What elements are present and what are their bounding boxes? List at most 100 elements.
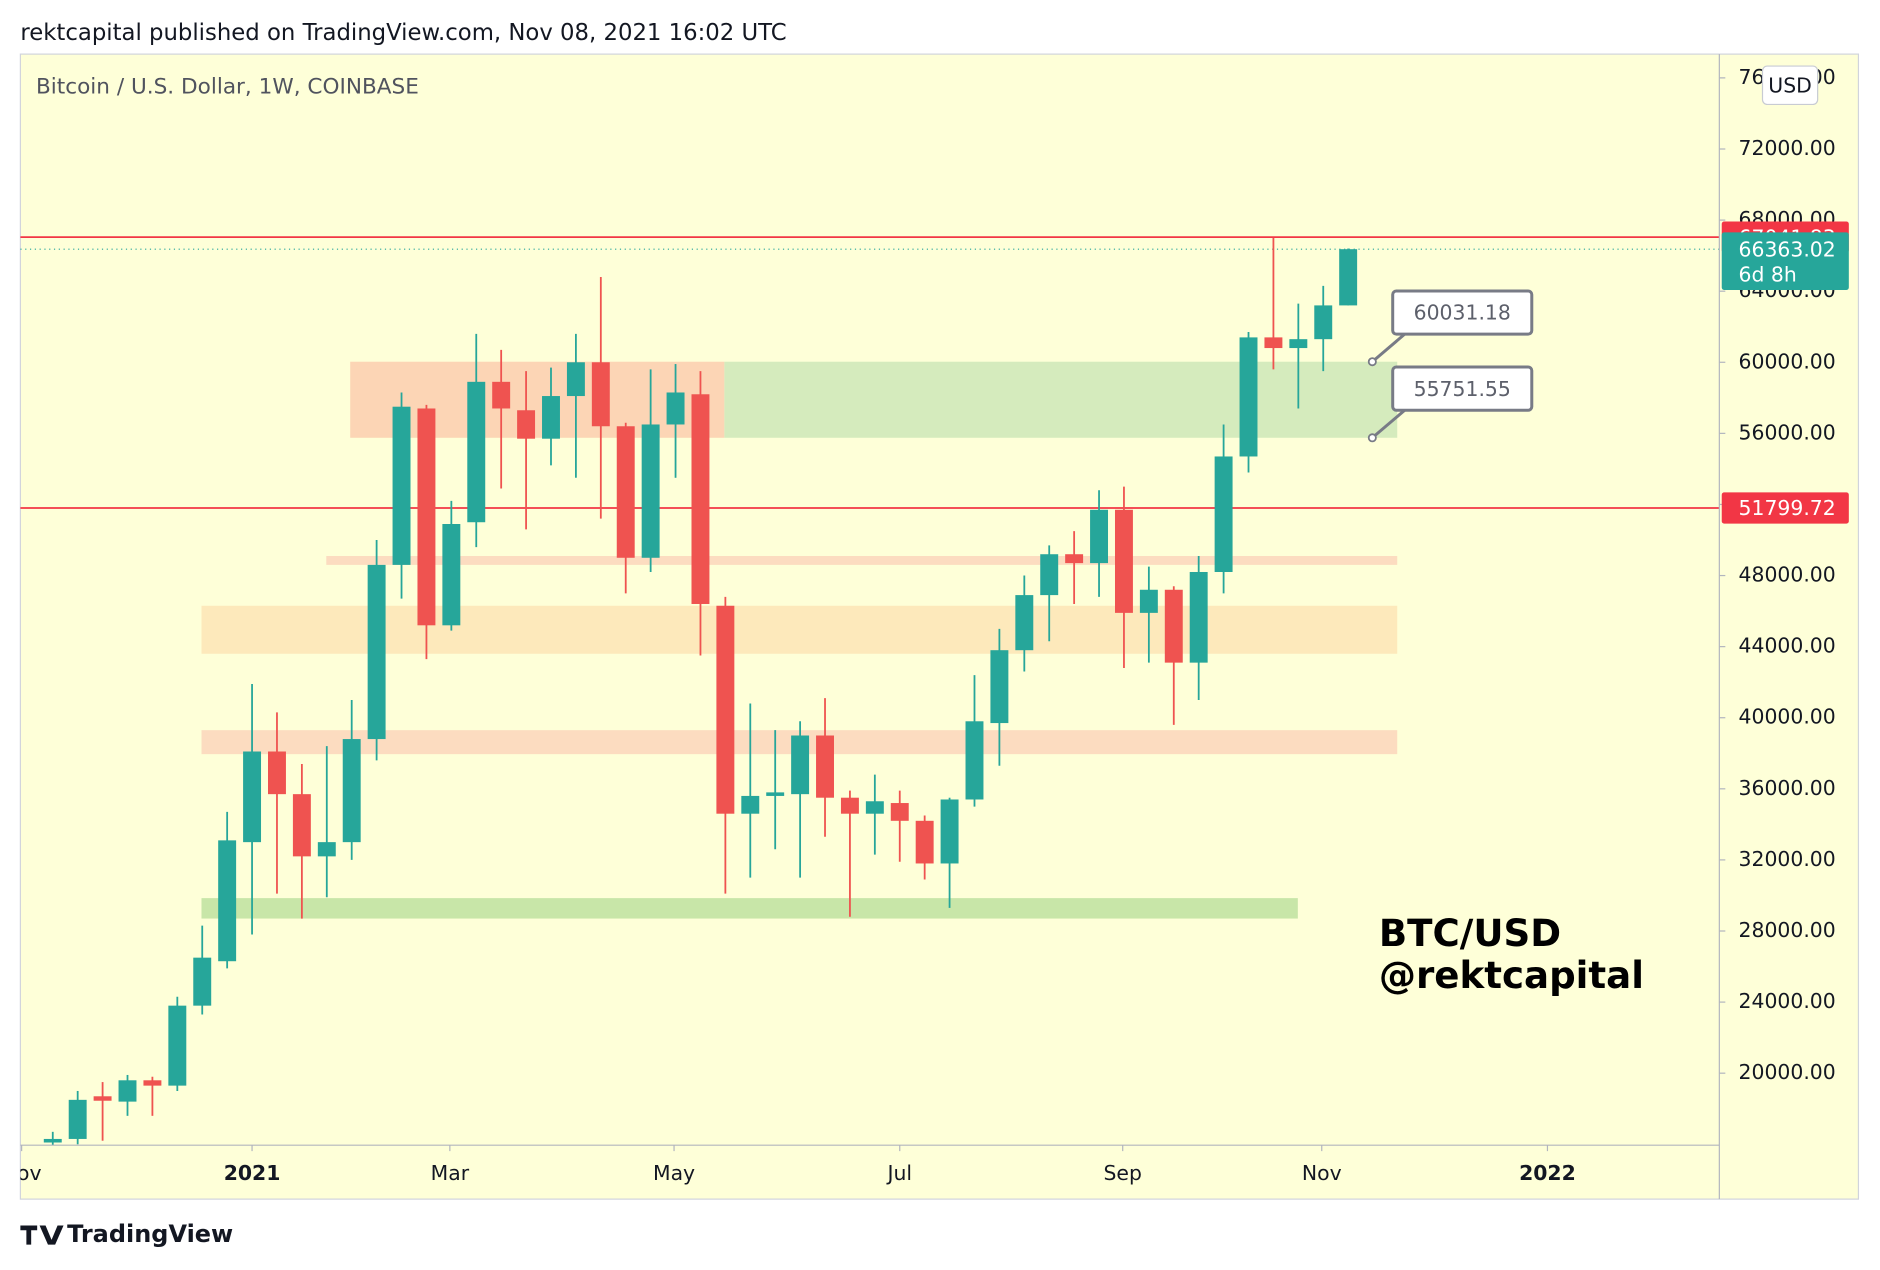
candle-body	[542, 396, 560, 439]
y-tick-label: 28000.00	[1739, 918, 1836, 942]
candle-body	[43, 1138, 62, 1143]
candle-body	[417, 408, 436, 626]
x-tick-label: Mar	[431, 1161, 470, 1185]
candle-body	[1090, 509, 1109, 564]
candle-body	[93, 1096, 112, 1101]
candle	[741, 703, 760, 878]
y-tick-label: 48000.00	[1739, 563, 1836, 587]
candle	[68, 1090, 87, 1145]
candle	[566, 333, 585, 478]
zone	[350, 361, 725, 438]
callout-dot	[1367, 357, 1377, 367]
candle-body	[566, 362, 585, 397]
candle	[118, 1074, 137, 1116]
candle	[467, 333, 486, 548]
footer: TradingView	[67, 1220, 233, 1248]
candle-body	[1040, 554, 1059, 596]
candle-body	[791, 735, 810, 795]
callout-box	[1391, 289, 1534, 336]
candle	[342, 699, 361, 860]
candle	[1040, 545, 1059, 642]
candle	[840, 790, 859, 917]
candle	[143, 1076, 162, 1116]
candle-body	[965, 721, 984, 800]
candle-body	[840, 797, 859, 814]
candle	[890, 790, 909, 862]
y-tick-label: 44000.00	[1739, 634, 1836, 658]
candle-body	[1065, 554, 1084, 564]
candle	[1239, 332, 1258, 473]
candle	[517, 371, 536, 530]
x-tick-label: May	[653, 1161, 695, 1185]
candle-body	[467, 381, 486, 523]
candle-body	[492, 381, 511, 409]
callout-box	[1391, 365, 1534, 412]
candle	[367, 540, 386, 761]
currency-button[interactable]	[1761, 65, 1819, 106]
candle-body	[517, 410, 536, 439]
candle	[816, 698, 834, 837]
callout-dot	[1367, 433, 1377, 443]
candle-body	[118, 1080, 137, 1102]
candle	[641, 369, 660, 572]
candle	[268, 712, 286, 894]
candle	[218, 811, 237, 969]
candle-body	[292, 794, 311, 857]
zone	[201, 898, 1298, 919]
candle-body	[193, 957, 212, 1006]
y-tick-label: 32000.00	[1739, 847, 1836, 871]
candle	[791, 721, 810, 878]
candle-body	[741, 795, 760, 814]
callout-label: 60031.18	[1414, 301, 1511, 325]
y-tick-label: 24000.00	[1739, 989, 1836, 1013]
annotation: BTC/USD	[1379, 912, 1561, 955]
x-tick-label: 2021	[224, 1161, 281, 1185]
candle-body	[143, 1080, 162, 1086]
candle	[417, 404, 436, 660]
candle-body	[865, 801, 884, 814]
callout-pointer	[1371, 333, 1406, 363]
chart-title: Bitcoin / U.S. Dollar, 1W, COINBASE	[36, 75, 419, 100]
currency-label: USD	[1768, 73, 1812, 97]
candle	[940, 797, 959, 908]
candle-body	[940, 799, 959, 864]
overlay: 60031.18 55751.55 BTC/USD@rektcapital 20000…	[2, 65, 1849, 1185]
candle	[1015, 575, 1034, 672]
candle-body	[243, 751, 262, 843]
candle-body	[367, 564, 386, 740]
candle-body	[666, 392, 685, 425]
candle	[392, 392, 411, 599]
callout-label: 55751.55	[1414, 377, 1511, 401]
countdown-label: 6d 8h	[1739, 263, 1797, 287]
candle-body	[1339, 249, 1358, 306]
candle	[915, 815, 934, 880]
last-price-label: 66363.02	[1739, 237, 1836, 261]
candle	[1314, 285, 1333, 372]
candle-body	[168, 1005, 187, 1086]
candle	[168, 996, 187, 1091]
footer-logo: TradingView	[20, 1220, 233, 1248]
candle-body	[1164, 589, 1183, 663]
x-tick-label: Nov	[2, 1161, 42, 1185]
candle-body	[1214, 456, 1233, 572]
logo-icon	[20, 1225, 64, 1245]
candle	[666, 364, 685, 478]
candle	[492, 349, 511, 489]
candle	[1164, 586, 1183, 725]
x-tick-label: 2022	[1519, 1161, 1576, 1185]
candle	[542, 367, 560, 466]
candle	[1065, 531, 1084, 604]
candle-body	[1289, 339, 1308, 349]
candle-body	[268, 751, 286, 795]
zone	[724, 361, 1398, 438]
candle	[1264, 237, 1283, 370]
candle	[93, 1082, 112, 1141]
candle-body	[691, 394, 710, 604]
callout-pointer	[1371, 409, 1406, 439]
candle	[766, 730, 785, 850]
candle-body	[1114, 509, 1133, 613]
candle-body	[616, 426, 635, 558]
y-tick-label: 72000.00	[1739, 136, 1836, 160]
candle-body	[342, 739, 361, 843]
candle	[292, 763, 311, 919]
